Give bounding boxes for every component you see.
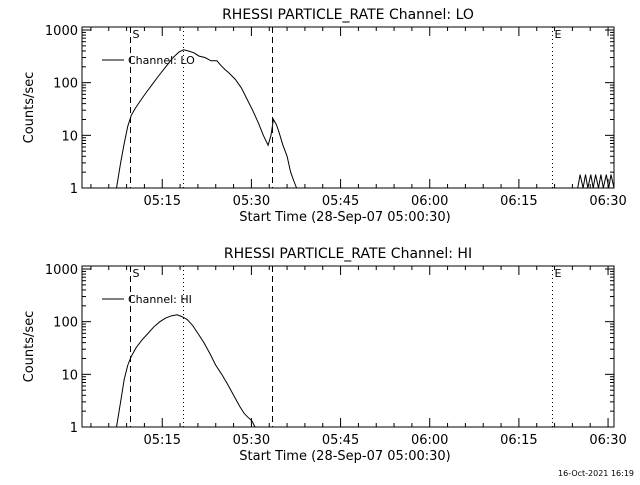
y-tick-label: 100	[53, 77, 78, 92]
y-axis-label: Counts/sec	[22, 311, 37, 383]
series-group	[117, 315, 256, 427]
chart-title: RHESSI PARTICLE_RATE Channel: LO	[222, 7, 474, 23]
x-tick-label: 05:15	[144, 433, 181, 448]
chart-panel-1: RHESSI PARTICLE_RATE Channel: HI 1 10 100 10…	[22, 246, 640, 464]
y-tick-label: 1	[70, 421, 78, 436]
x-tick-label: 05:30	[233, 433, 270, 448]
axes-frame	[82, 266, 614, 427]
chart-title: RHESSI PARTICLE_RATE Channel: HI	[224, 246, 472, 262]
y-axis-label: Counts/sec	[22, 72, 37, 144]
x-tick-label: 05:45	[322, 194, 359, 209]
marker-label: E	[555, 267, 562, 280]
y-tick-label: 1000	[45, 263, 78, 278]
x-tick-label: 06:15	[500, 194, 537, 209]
x-tick-label: 05:45	[322, 433, 359, 448]
x-tick-label: 06:00	[411, 194, 448, 209]
x-axis-label: Start Time (28-Sep-07 05:00:30)	[239, 210, 450, 225]
x-tick-label: 06:30	[589, 433, 626, 448]
x-tick-label: 06:30	[589, 194, 626, 209]
chart-panel-0: RHESSI PARTICLE_RATE Channel: LO 1 10 100 10…	[22, 7, 640, 225]
plot-timestamp: 16-Oct-2021 16:19	[558, 469, 634, 478]
y-tick-label: 1	[70, 182, 78, 197]
x-tick-label: 06:15	[500, 433, 537, 448]
series-line-0	[117, 50, 297, 188]
series-line-1	[578, 175, 629, 188]
x-axis-label: Start Time (28-Sep-07 05:00:30)	[239, 449, 450, 464]
y-tick-label: 10	[61, 368, 78, 383]
y-tick-label: 1000	[45, 24, 78, 39]
marker-label: S	[133, 267, 140, 280]
axes-frame	[82, 27, 614, 188]
legend-label: Channel: HI	[128, 293, 192, 306]
event-markers	[131, 266, 640, 427]
x-tick-label: 06:00	[411, 433, 448, 448]
series-line-0	[117, 315, 256, 427]
marker-label: E	[555, 28, 562, 41]
y-tick-label: 100	[53, 316, 78, 331]
x-tick-label: 05:30	[233, 194, 270, 209]
event-markers	[131, 27, 640, 188]
marker-label: S	[133, 28, 140, 41]
legend-label: Channel: LO	[128, 54, 195, 67]
x-tick-label: 05:15	[144, 194, 181, 209]
y-tick-label: 10	[61, 129, 78, 144]
